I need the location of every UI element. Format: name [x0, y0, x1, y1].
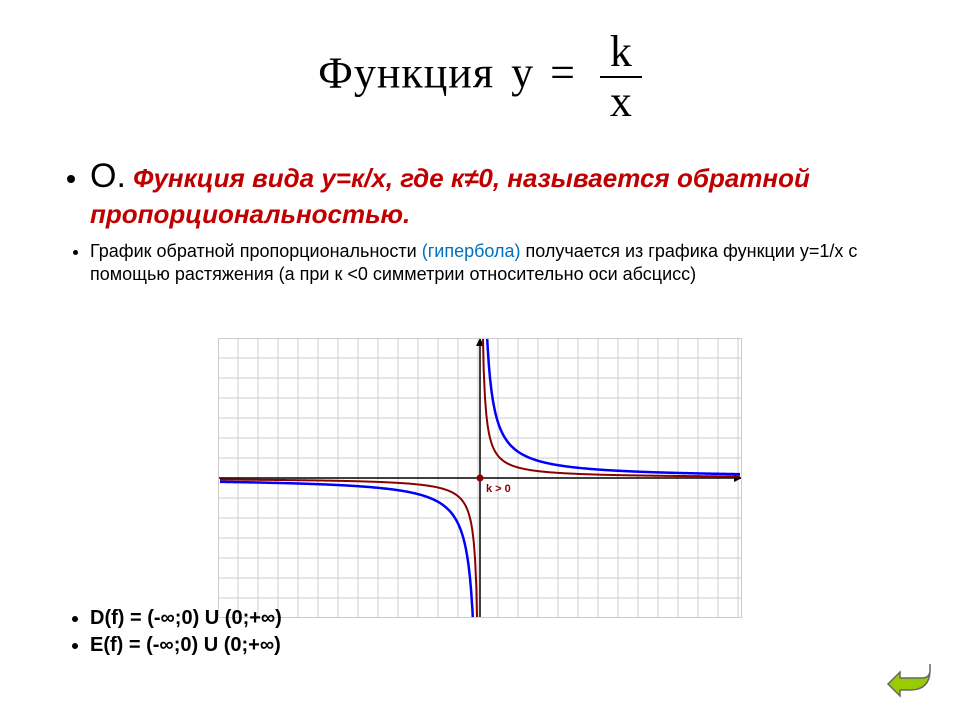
bullet-list: О. Функция вида у=к/х, где к≠0, называет…: [60, 155, 890, 295]
desc-blue: (гипербола): [422, 241, 521, 261]
range-list: D(f) = (-∞;0) U (0;+∞) E(f) = (-∞;0) U (…: [60, 607, 660, 661]
desc-pre: График обратной пропорциональности: [90, 241, 422, 261]
definition-text: Функция вида у=к/х, где к≠0, называется …: [90, 163, 810, 229]
domain-text: D(f) = (-∞;0) U (0;+∞): [90, 607, 660, 630]
fraction-denominator: x: [600, 78, 642, 126]
return-button[interactable]: [882, 660, 936, 702]
chart-svg: k > 0: [218, 338, 742, 618]
hyperbola-chart: k > 0: [218, 338, 742, 618]
range-text: E(f) = (-∞;0) U (0;+∞): [90, 634, 660, 657]
slide-title: Функция y = k x: [0, 28, 960, 127]
bullet-description: График обратной пропорциональности (гипе…: [90, 240, 890, 285]
bullet-definition: О. Функция вида у=к/х, где к≠0, называет…: [90, 155, 890, 230]
return-icon: [882, 660, 936, 702]
title-var: y: [511, 48, 533, 97]
definition-o: О.: [90, 157, 126, 195]
title-word: Функция: [318, 48, 494, 97]
title-fraction: k x: [600, 28, 642, 127]
title-equals: =: [550, 48, 575, 97]
svg-text:k > 0: k > 0: [486, 483, 511, 495]
fraction-numerator: k: [600, 28, 642, 78]
